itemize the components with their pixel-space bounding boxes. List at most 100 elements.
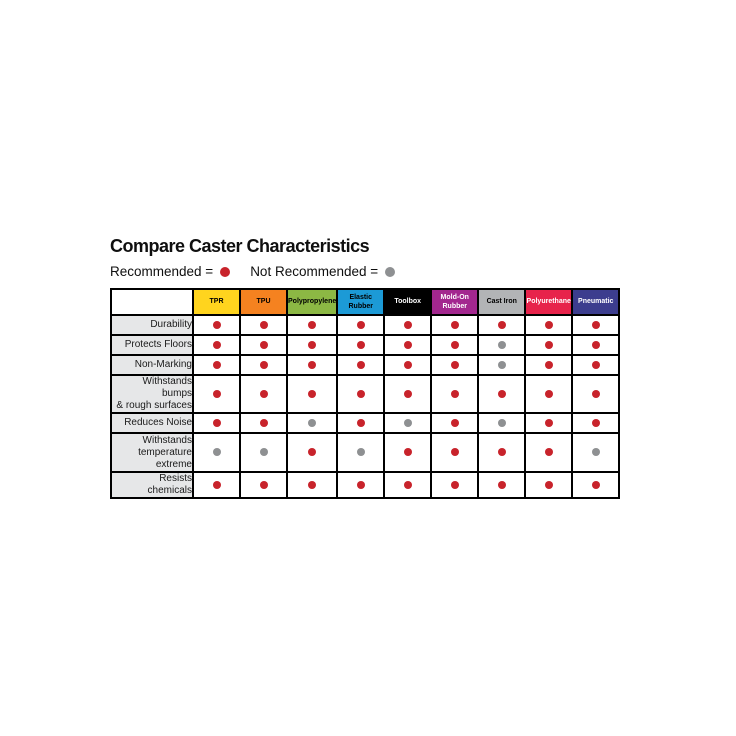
recommended-dot-icon: [544, 418, 553, 427]
corner-cell: [110, 288, 194, 316]
recommended-dot-icon: [450, 320, 459, 329]
matrix-cell: [336, 314, 386, 336]
matrix-cell: [477, 334, 527, 356]
table-row: Withstands temperature extreme: [110, 432, 621, 473]
matrix-cell: [192, 314, 241, 336]
row-label: Protects Floors: [110, 334, 194, 356]
table-row: Protects Floors: [110, 334, 621, 356]
recommended-dot-icon: [356, 360, 365, 369]
matrix-cell: [571, 412, 621, 434]
recommended-dot-icon: [212, 360, 221, 369]
matrix-cell: [239, 432, 288, 473]
matrix-cell: [192, 432, 241, 473]
recommended-dot-icon: [308, 389, 317, 398]
matrix-cell: [430, 471, 480, 499]
row-label: Withstands temperature extreme: [110, 432, 194, 473]
matrix-cell: [477, 412, 527, 434]
recommended-dot-icon: [308, 480, 317, 489]
matrix-cell: [192, 334, 241, 356]
not-recommended-dot-icon: [497, 418, 506, 427]
recommended-dot-icon: [259, 360, 268, 369]
matrix-cell: [524, 471, 574, 499]
recommended-dot-icon: [544, 320, 553, 329]
table-row: Reduces Noise: [110, 412, 621, 434]
row-label: Reduces Noise: [110, 412, 194, 434]
matrix-cell: [383, 432, 433, 473]
matrix-cell: [430, 354, 480, 376]
recommended-dot-icon: [308, 340, 317, 349]
recommended-dot-icon: [259, 340, 268, 349]
recommended-dot-icon: [450, 389, 459, 398]
matrix-cell: [477, 432, 527, 473]
recommended-dot-icon: [544, 340, 553, 349]
matrix-cell: [192, 354, 241, 376]
recommended-dot-icon: [308, 448, 317, 457]
recommended-dot-icon: [544, 389, 553, 398]
matrix-cell: [336, 432, 386, 473]
column-header-polypropylene: Polypropylene: [285, 288, 339, 316]
recommended-dot-icon: [591, 389, 600, 398]
matrix-cell: [239, 471, 288, 499]
row-label: Resists chemicals: [110, 471, 194, 499]
matrix-cell: [239, 314, 288, 336]
recommended-dot-icon: [212, 340, 221, 349]
recommended-dot-icon: [450, 480, 459, 489]
caster-comparison-graphic: Compare Caster Characteristics Recommend…: [110, 236, 622, 499]
column-header-tpr: TPR: [192, 288, 241, 316]
caster-comparison-table: TPR TPU Polypropylene Elastic Rubber Toolbox M…: [110, 288, 621, 499]
matrix-cell: [285, 354, 339, 376]
column-header-pneumatic: Pneumatic: [571, 288, 621, 316]
matrix-cell: [477, 314, 527, 336]
recommended-dot-icon: [591, 340, 600, 349]
matrix-cell: [383, 412, 433, 434]
recommended-dot-icon: [591, 360, 600, 369]
matrix-cell: [524, 334, 574, 356]
table-row: Non-Marking: [110, 354, 621, 376]
matrix-cell: [192, 412, 241, 434]
matrix-cell: [571, 314, 621, 336]
matrix-cell: [336, 334, 386, 356]
matrix-cell: [285, 432, 339, 473]
matrix-cell: [524, 314, 574, 336]
recommended-dot-icon: [356, 480, 365, 489]
recommended-dot-icon: [544, 448, 553, 457]
recommended-dot-icon: [259, 480, 268, 489]
matrix-cell: [383, 374, 433, 414]
column-header-mold-on-rubber: Mold-On Rubber: [430, 288, 480, 316]
recommended-dot-icon: [308, 320, 317, 329]
column-header-elastic-rubber: Elastic Rubber: [336, 288, 386, 316]
matrix-cell: [524, 412, 574, 434]
matrix-cell: [383, 314, 433, 336]
not-recommended-dot-icon: [385, 267, 396, 277]
matrix-cell: [524, 374, 574, 414]
matrix-cell: [239, 354, 288, 376]
matrix-cell: [336, 374, 386, 414]
matrix-cell: [336, 354, 386, 376]
table-row: Durability: [110, 314, 621, 336]
recommended-dot-icon: [497, 389, 506, 398]
recommended-dot-icon: [212, 320, 221, 329]
matrix-cell: [430, 412, 480, 434]
not-recommended-dot-icon: [497, 360, 506, 369]
matrix-cell: [430, 314, 480, 336]
matrix-cell: [239, 334, 288, 356]
column-header-toolbox: Toolbox: [383, 288, 433, 316]
recommended-dot-icon: [403, 389, 412, 398]
matrix-cell: [336, 412, 386, 434]
recommended-dot-icon: [450, 360, 459, 369]
not-recommended-dot-icon: [259, 448, 268, 457]
not-recommended-dot-icon: [308, 418, 317, 427]
row-label: Non-Marking: [110, 354, 194, 376]
recommended-dot-icon: [591, 418, 600, 427]
matrix-cell: [477, 354, 527, 376]
matrix-cell: [571, 334, 621, 356]
recommended-dot-icon: [259, 418, 268, 427]
matrix-cell: [571, 471, 621, 499]
recommended-dot-icon: [308, 360, 317, 369]
recommended-dot-icon: [497, 320, 506, 329]
legend: Recommended = Not Recommended =: [110, 264, 622, 280]
matrix-cell: [285, 471, 339, 499]
not-recommended-dot-icon: [591, 448, 600, 457]
recommended-dot-icon: [450, 340, 459, 349]
